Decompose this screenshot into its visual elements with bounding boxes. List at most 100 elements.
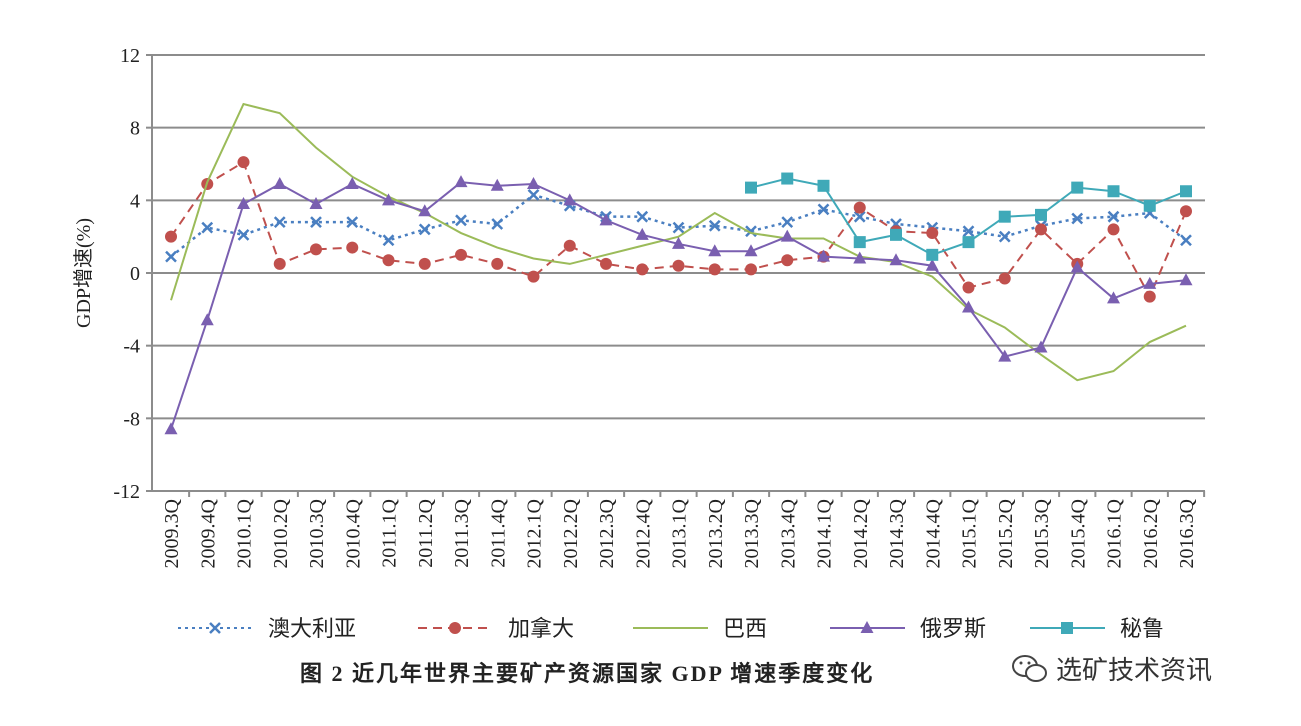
data-point xyxy=(925,258,939,271)
data-point xyxy=(853,236,866,249)
data-point xyxy=(780,229,794,242)
data-point xyxy=(745,225,757,238)
x-tick-label: 2014.4Q xyxy=(922,498,944,568)
watermark: 选矿技术资讯 xyxy=(1010,650,1212,687)
data-point xyxy=(962,225,975,238)
data-point xyxy=(200,313,214,326)
data-point xyxy=(527,176,540,189)
data-point xyxy=(309,196,323,209)
y-tick-label: 4 xyxy=(130,190,140,212)
data-point xyxy=(635,227,649,240)
data-point xyxy=(672,259,685,272)
data-point xyxy=(382,234,395,247)
data-point xyxy=(745,263,757,276)
data-point xyxy=(1143,290,1156,303)
data-point xyxy=(1071,212,1084,225)
x-tick-label: 2016.2Q xyxy=(1140,498,1162,568)
data-point xyxy=(1143,199,1156,212)
data-point xyxy=(237,228,250,241)
data-point xyxy=(853,201,866,214)
data-point xyxy=(310,243,322,256)
data-point xyxy=(1034,340,1048,353)
x-tick-label: 2013.4Q xyxy=(777,498,799,568)
x-tick-label: 2015.3Q xyxy=(1031,498,1053,568)
data-point xyxy=(1107,291,1120,304)
data-point xyxy=(491,257,504,270)
data-point xyxy=(346,216,359,229)
series-line-2 xyxy=(170,102,1187,382)
data-point xyxy=(273,216,286,229)
data-point xyxy=(1180,234,1192,247)
x-tick-label: 2011.1Q xyxy=(379,498,401,567)
data-point xyxy=(962,281,975,294)
data-point xyxy=(926,227,939,240)
data-point xyxy=(998,349,1012,362)
data-point xyxy=(636,210,649,223)
x-tick-label: 2011.2Q xyxy=(415,498,437,567)
data-point xyxy=(418,204,432,217)
x-tick-label: 2010.2Q xyxy=(270,498,292,568)
y-axis-label: GDP增速(%) xyxy=(72,218,95,328)
data-point xyxy=(600,257,612,270)
y-tick-label: -8 xyxy=(123,408,140,430)
data-point xyxy=(455,214,467,227)
x-tick-label: 2013.3Q xyxy=(741,498,763,568)
y-tick-label: -12 xyxy=(113,481,140,503)
x-tick-label: 2015.2Q xyxy=(995,498,1017,568)
x-tick-label: 2010.1Q xyxy=(234,498,256,568)
data-point xyxy=(237,196,250,209)
data-point xyxy=(310,216,322,229)
data-point xyxy=(454,175,468,188)
data-point xyxy=(1107,223,1120,236)
legend-label: 澳大利亚 xyxy=(268,617,356,642)
series-line-3 xyxy=(170,181,1187,430)
data-point xyxy=(273,257,286,270)
x-tick-label: 2016.1Q xyxy=(1104,498,1126,568)
x-tick-label: 2011.3Q xyxy=(451,498,473,567)
data-point xyxy=(165,230,177,243)
data-point xyxy=(1179,273,1193,286)
data-point xyxy=(853,210,866,223)
data-point xyxy=(1107,185,1120,198)
data-point xyxy=(998,272,1011,285)
data-point xyxy=(527,188,540,201)
data-point xyxy=(998,230,1011,243)
x-tick-label: 2011.4Q xyxy=(487,498,509,567)
data-point xyxy=(708,263,721,276)
data-point xyxy=(418,257,431,270)
data-point xyxy=(563,239,576,252)
x-tick-label: 2014.1Q xyxy=(814,498,836,568)
legend-marker xyxy=(449,622,461,634)
data-point xyxy=(382,254,395,267)
y-tick-label: 12 xyxy=(120,45,140,67)
data-point xyxy=(1035,208,1047,221)
data-point xyxy=(962,236,975,249)
x-tick-label: 2012.4Q xyxy=(632,498,654,568)
figure-caption: 图 2 近几年世界主要矿产资源国家 GDP 增速季度变化 xyxy=(300,661,875,686)
data-point xyxy=(744,244,758,257)
data-point xyxy=(998,210,1011,223)
x-tick-label: 2013.1Q xyxy=(669,498,691,568)
legend-marker xyxy=(1061,622,1073,634)
series-line-0 xyxy=(170,193,1187,258)
data-point xyxy=(1071,181,1084,194)
data-point xyxy=(1107,210,1120,223)
data-point xyxy=(853,251,867,264)
watermark-text: 选矿技术资讯 xyxy=(1056,656,1213,686)
data-point xyxy=(237,156,250,169)
data-point xyxy=(817,179,830,192)
data-point xyxy=(599,213,613,226)
data-point xyxy=(708,219,721,232)
data-point xyxy=(273,176,287,189)
x-tick-label: 2013.2Q xyxy=(705,498,727,568)
data-point xyxy=(563,193,577,206)
y-tick-label: 0 xyxy=(130,263,140,285)
data-point xyxy=(781,172,794,185)
data-point xyxy=(346,241,359,254)
data-point xyxy=(491,218,504,230)
x-tick-label: 2015.1Q xyxy=(959,498,981,568)
legend-marker xyxy=(209,622,221,634)
data-point xyxy=(418,223,431,236)
data-point xyxy=(345,176,359,189)
